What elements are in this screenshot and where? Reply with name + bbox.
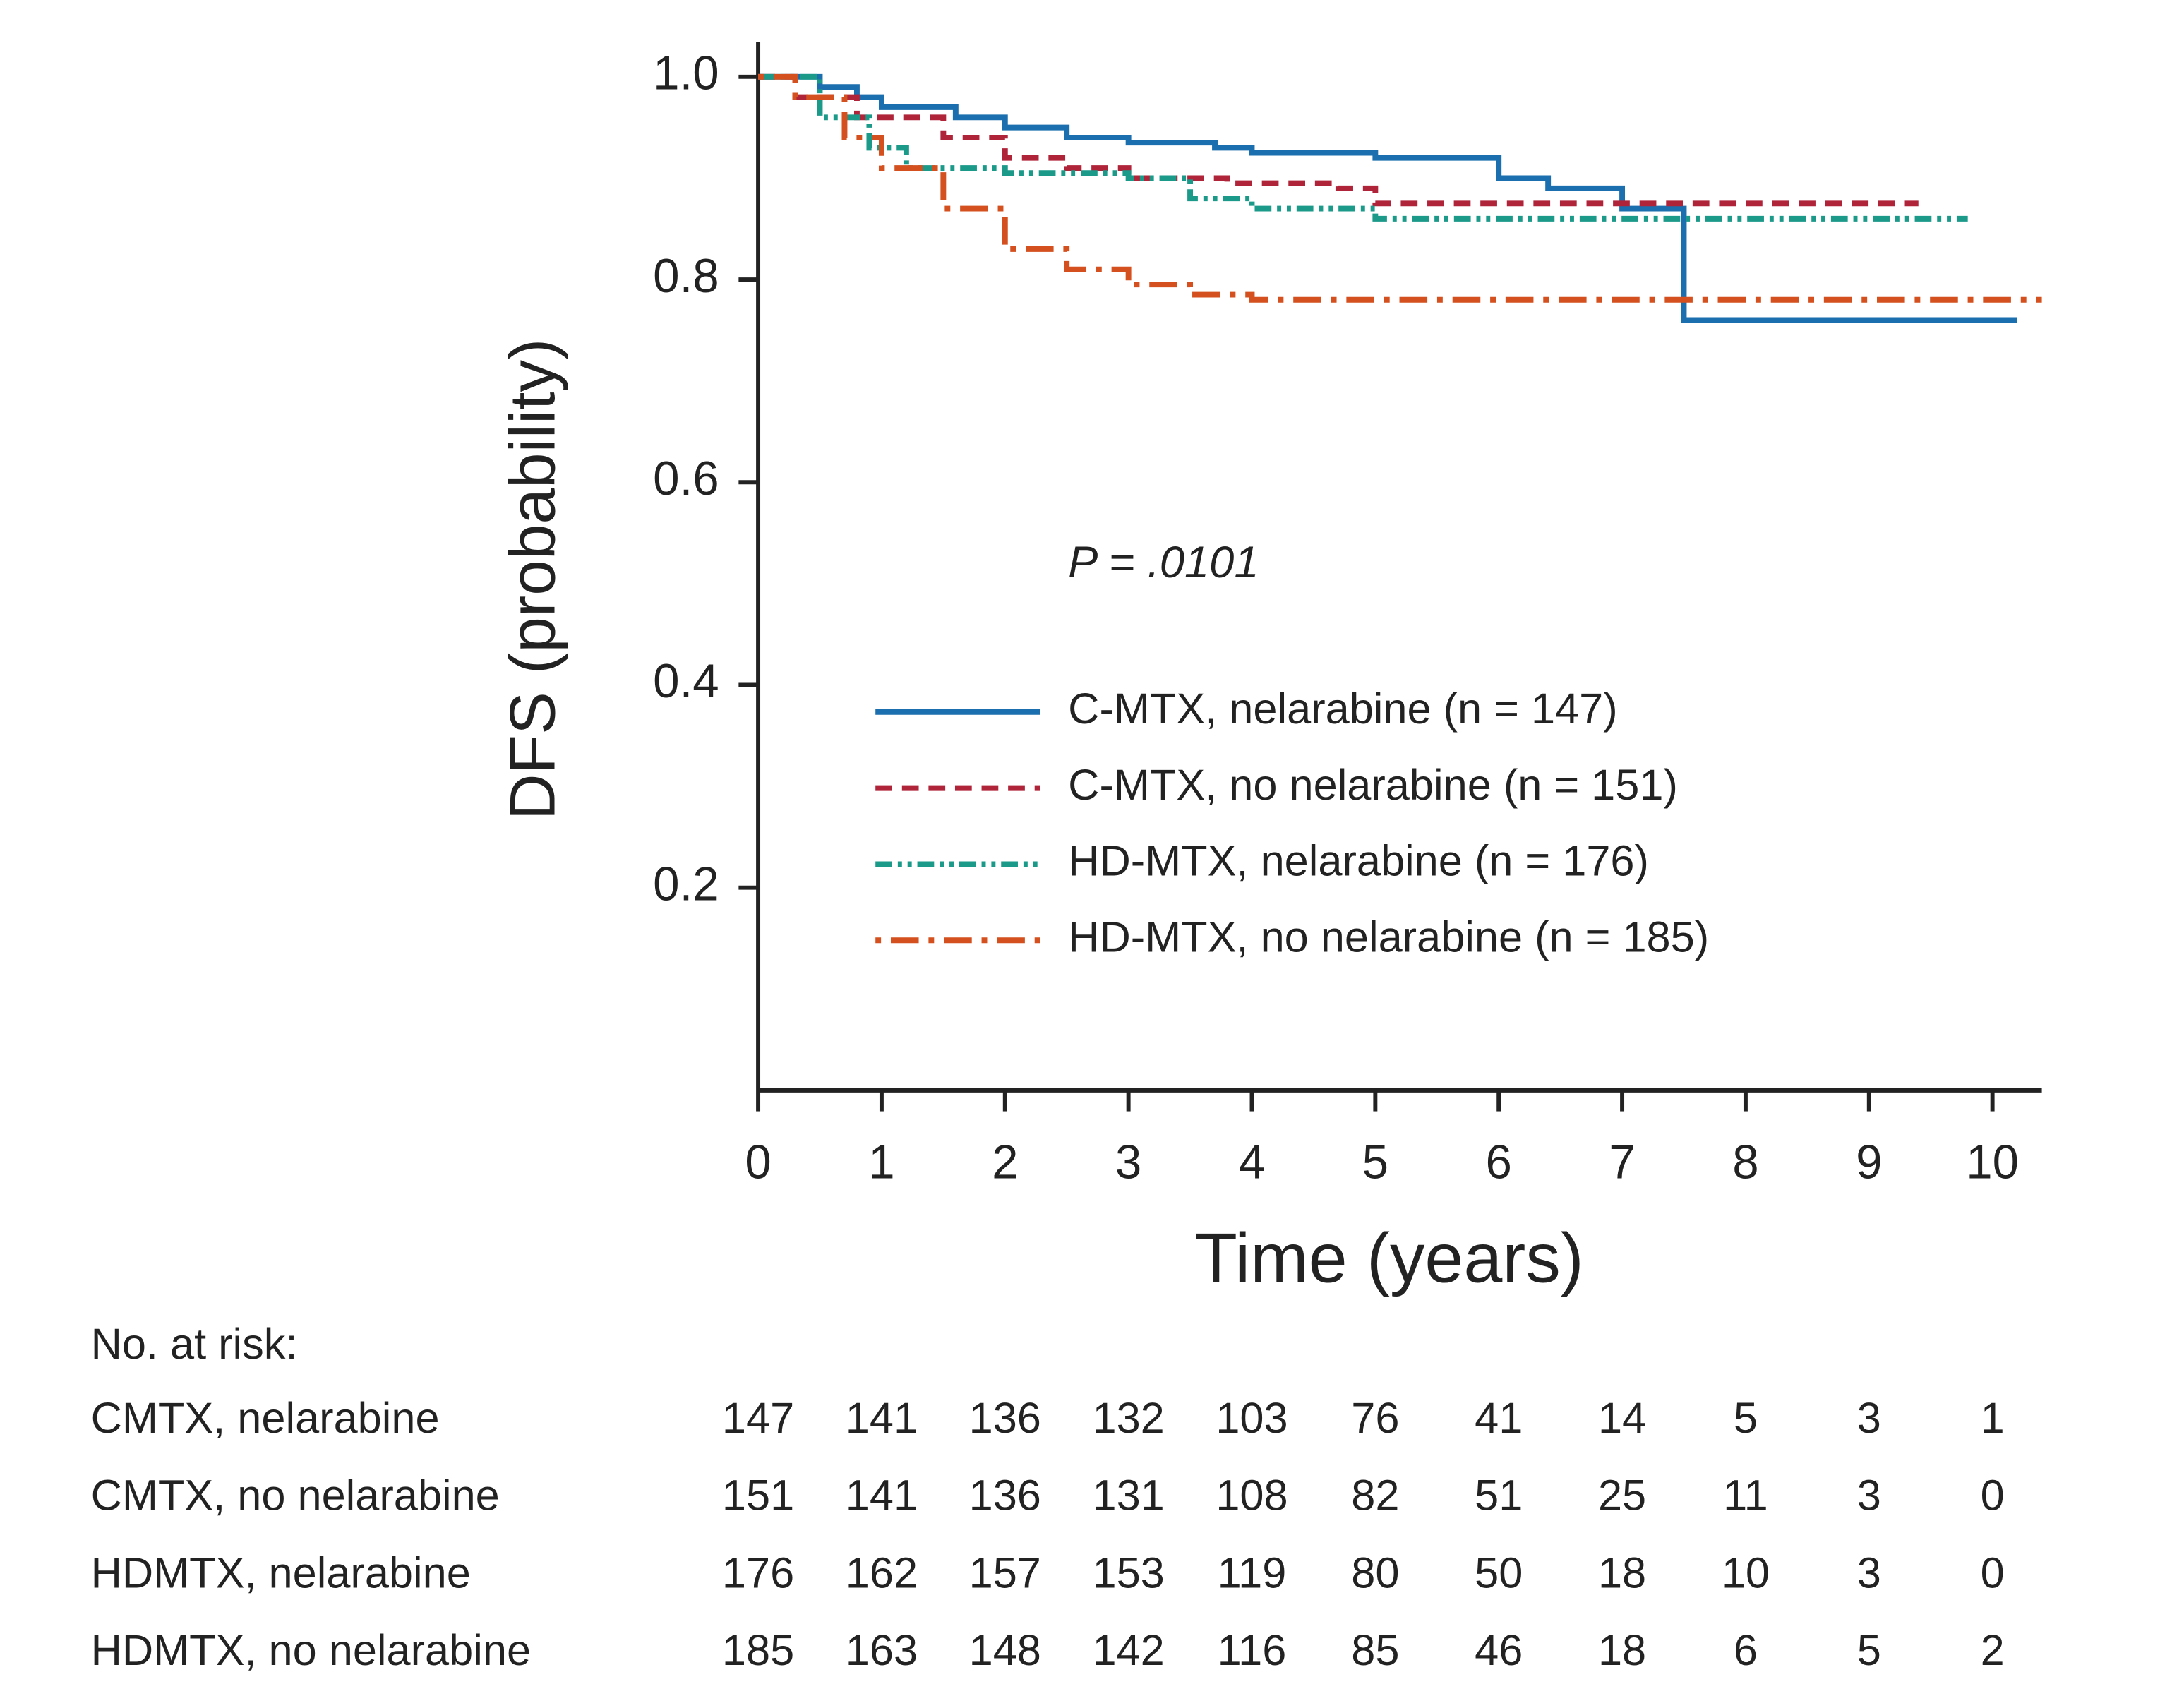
- risk-count: 6: [1734, 1625, 1758, 1674]
- risk-row-label: CMTX, no nelarabine: [91, 1471, 500, 1520]
- risk-row-label: HDMTX, no nelarabine: [91, 1625, 531, 1674]
- risk-count: 10: [1722, 1548, 1770, 1596]
- risk-count: 3: [1857, 1393, 1881, 1442]
- legend-label: HD-MTX, no nelarabine (n = 185): [1068, 912, 1709, 961]
- p-value: P = .0101: [1068, 538, 1259, 587]
- survival-curve: [758, 73, 1968, 222]
- x-tick-label: 7: [1609, 1136, 1635, 1189]
- risk-count: 51: [1475, 1471, 1523, 1520]
- risk-count: 108: [1216, 1471, 1288, 1520]
- risk-count: 131: [1092, 1471, 1164, 1520]
- x-tick-label: 3: [1115, 1136, 1141, 1189]
- risk-count: 176: [722, 1548, 794, 1596]
- x-tick-label: 4: [1239, 1136, 1265, 1189]
- risk-count: 163: [846, 1625, 918, 1674]
- risk-count: 132: [1092, 1393, 1164, 1442]
- risk-count: 3: [1857, 1548, 1881, 1596]
- x-tick-label: 5: [1362, 1136, 1388, 1189]
- risk-count: 85: [1351, 1625, 1399, 1674]
- y-axis-label: DFS (probability): [498, 339, 569, 820]
- survival-curve: [758, 73, 1919, 207]
- risk-count: 41: [1475, 1393, 1523, 1442]
- risk-count: 14: [1598, 1393, 1646, 1442]
- risk-count: 142: [1092, 1625, 1164, 1674]
- risk-count: 50: [1475, 1548, 1523, 1596]
- risk-count: 76: [1351, 1393, 1399, 1442]
- risk-count: 3: [1857, 1471, 1881, 1520]
- y-tick-label: 0.4: [653, 655, 719, 708]
- risk-count: 18: [1598, 1548, 1646, 1596]
- risk-count: 0: [1981, 1548, 2005, 1596]
- x-tick-label: 0: [745, 1136, 771, 1189]
- legend-label: HD-MTX, nelarabine (n = 176): [1068, 836, 1649, 885]
- y-tick-label: 1.0: [653, 47, 719, 100]
- risk-count: 18: [1598, 1625, 1646, 1674]
- risk-count: 5: [1734, 1393, 1758, 1442]
- risk-count: 151: [722, 1471, 794, 1520]
- risk-count: 1: [1981, 1393, 2005, 1442]
- x-tick-label: 9: [1856, 1136, 1882, 1189]
- x-tick-label: 10: [1966, 1136, 2019, 1189]
- risk-count: 148: [969, 1625, 1041, 1674]
- risk-count: 103: [1216, 1393, 1288, 1442]
- risk-count: 141: [846, 1393, 918, 1442]
- x-tick-label: 2: [992, 1136, 1018, 1189]
- risk-count: 157: [969, 1548, 1041, 1596]
- x-tick-label: 8: [1732, 1136, 1758, 1189]
- risk-count: 116: [1218, 1625, 1287, 1674]
- risk-count: 2: [1981, 1625, 2005, 1674]
- risk-count: 5: [1857, 1625, 1881, 1674]
- risk-count: 136: [969, 1471, 1041, 1520]
- legend-label: C-MTX, no nelarabine (n = 151): [1068, 760, 1678, 809]
- y-tick-label: 0.6: [653, 452, 719, 505]
- risk-count: 80: [1351, 1548, 1399, 1596]
- risk-row-label: CMTX, nelarabine: [91, 1393, 440, 1442]
- risk-count: 162: [846, 1548, 918, 1596]
- survival-curve: [758, 73, 2042, 303]
- y-tick-label: 0.8: [653, 250, 719, 303]
- legend-label: C-MTX, nelarabine (n = 147): [1068, 684, 1617, 733]
- risk-count: 25: [1598, 1471, 1646, 1520]
- x-axis-label: Time (years): [1195, 1218, 1584, 1297]
- risk-count: 82: [1351, 1471, 1399, 1520]
- risk-count: 119: [1218, 1548, 1287, 1596]
- survival-curve: [758, 73, 2017, 323]
- x-tick-label: 6: [1486, 1136, 1512, 1189]
- risk-count: 153: [1092, 1548, 1164, 1596]
- risk-table-title: No. at risk:: [91, 1319, 298, 1368]
- risk-count: 46: [1475, 1625, 1523, 1674]
- risk-count: 136: [969, 1393, 1041, 1442]
- x-tick-label: 1: [868, 1136, 894, 1189]
- risk-count: 0: [1981, 1471, 2005, 1520]
- risk-count: 11: [1723, 1471, 1768, 1520]
- risk-count: 141: [846, 1471, 918, 1520]
- risk-count: 185: [722, 1625, 794, 1674]
- risk-count: 147: [722, 1393, 794, 1442]
- risk-row-label: HDMTX, nelarabine: [91, 1548, 471, 1596]
- y-tick-label: 0.2: [653, 858, 719, 910]
